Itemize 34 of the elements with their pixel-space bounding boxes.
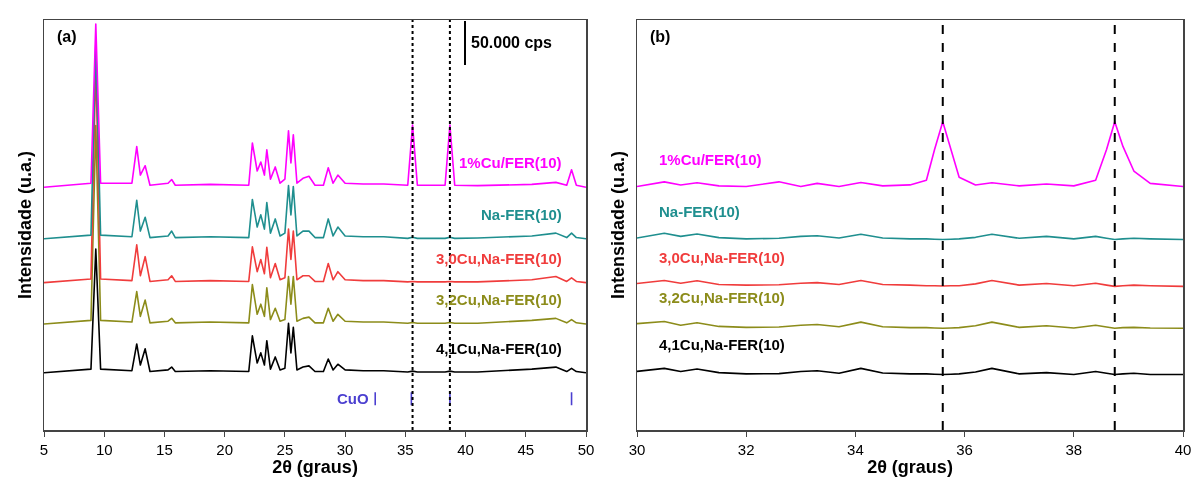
- x-tick-label: 25: [276, 440, 294, 458]
- x-tick-label: 32: [737, 440, 755, 458]
- x-tick-label: 10: [95, 440, 113, 458]
- x-tick-label: 40: [457, 440, 474, 458]
- x-tick-label: 35: [396, 440, 414, 458]
- x-tick-label: 30: [336, 440, 354, 458]
- x-tick-label: 36: [956, 440, 973, 458]
- series-label: Na-FER(10): [481, 206, 562, 223]
- annotation: (a): [57, 28, 77, 45]
- series-label: 4,1Cu,Na-FER(10): [436, 340, 562, 357]
- x-tick-label: 40: [1174, 440, 1192, 458]
- x-tick-label: 5: [39, 440, 49, 458]
- series-label: CuO: [337, 390, 369, 407]
- x-tick-label: 30: [628, 440, 646, 458]
- x-axis-title: 2θ (graus): [867, 457, 953, 477]
- series-label: 4,1Cu,Na-FER(10): [659, 336, 785, 353]
- series-label: Na-FER(10): [659, 203, 740, 220]
- y-axis-title: Intensidade (u.a.): [14, 150, 35, 300]
- x-tick-label: 15: [156, 440, 173, 458]
- series-label: 3,0Cu,Na-FER(10): [659, 249, 785, 266]
- annotation: 50.000 cps: [471, 34, 553, 51]
- x-axis-title: 2θ (graus): [272, 457, 358, 477]
- x-tick-label: 50: [577, 440, 595, 458]
- series-label: 1%Cu/FER(10): [659, 151, 762, 168]
- x-tick-label: 45: [517, 440, 535, 458]
- x-tick-label: 34: [847, 440, 864, 458]
- series-label: 3,0Cu,Na-FER(10): [436, 250, 562, 267]
- x-tick-label: 20: [216, 440, 234, 458]
- series-label: 3,2Cu,Na-FER(10): [436, 291, 562, 308]
- text: (b): [650, 28, 671, 45]
- y-axis-title: Intensidade (u.a.): [607, 150, 628, 300]
- series-label: 1%Cu/FER(10): [459, 154, 562, 171]
- series-label: 3,2Cu,Na-FER(10): [659, 289, 785, 306]
- x-tick-label: 38: [1065, 440, 1083, 458]
